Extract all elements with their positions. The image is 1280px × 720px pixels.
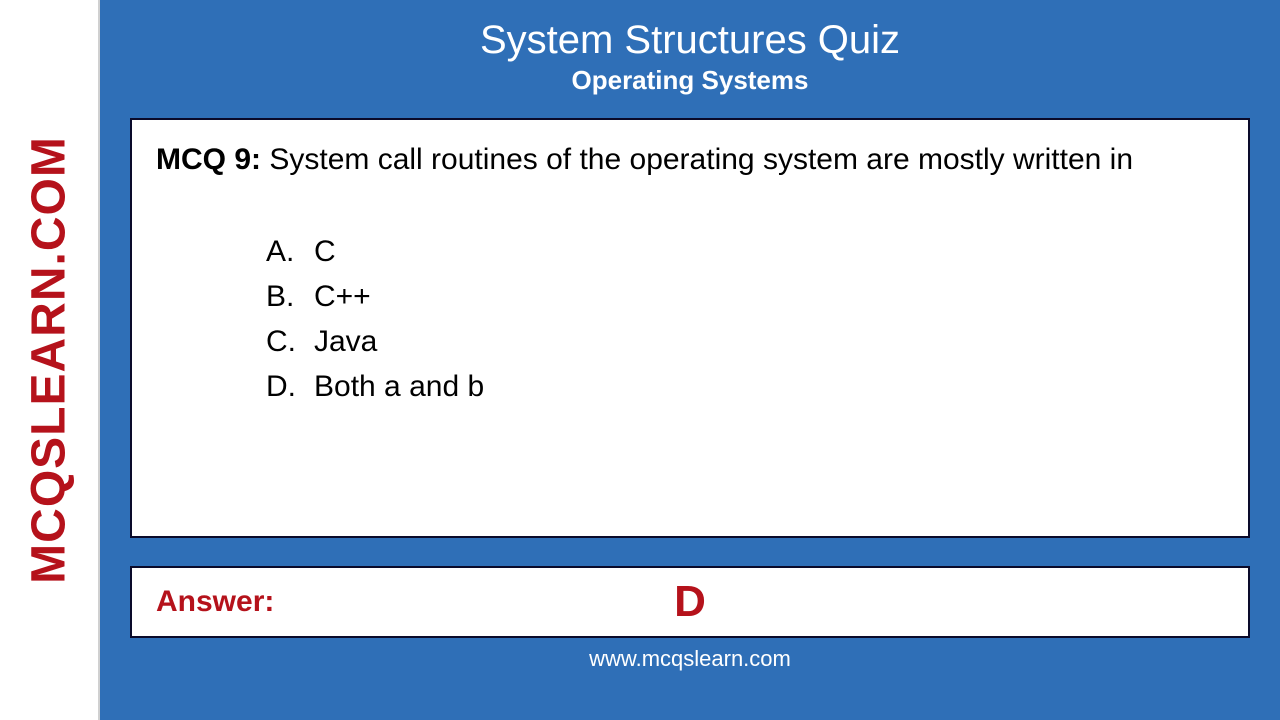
option-text: Java	[314, 319, 377, 364]
option-text: C++	[314, 274, 371, 319]
answer-card: Answer: D	[130, 566, 1250, 638]
options-list: A. C B. C++ C. Java D. Both a and b	[266, 229, 1224, 409]
option-text: C	[314, 229, 336, 274]
question-card: MCQ 9: System call routines of the opera…	[130, 118, 1250, 538]
option-letter: A.	[266, 229, 314, 274]
option-letter: C.	[266, 319, 314, 364]
answer-label: Answer:	[156, 585, 274, 619]
option-letter: B.	[266, 274, 314, 319]
brand-text: MCQSLEARN.COM	[22, 136, 77, 584]
option-a: A. C	[266, 229, 1224, 274]
footer-url: www.mcqslearn.com	[130, 646, 1250, 672]
question-text: MCQ 9: System call routines of the opera…	[156, 140, 1224, 181]
quiz-subtitle: Operating Systems	[130, 65, 1250, 96]
quiz-title: System Structures Quiz	[130, 18, 1250, 63]
option-d: D. Both a and b	[266, 364, 1224, 409]
brand-sidebar: MCQSLEARN.COM	[0, 0, 100, 720]
question-body: System call routines of the operating sy…	[269, 143, 1133, 176]
quiz-header: System Structures Quiz Operating Systems	[130, 18, 1250, 96]
main-panel: System Structures Quiz Operating Systems…	[100, 0, 1280, 720]
option-letter: D.	[266, 364, 314, 409]
answer-value: D	[674, 577, 706, 627]
option-c: C. Java	[266, 319, 1224, 364]
question-label: MCQ 9:	[156, 143, 261, 176]
option-text: Both a and b	[314, 364, 484, 409]
option-b: B. C++	[266, 274, 1224, 319]
